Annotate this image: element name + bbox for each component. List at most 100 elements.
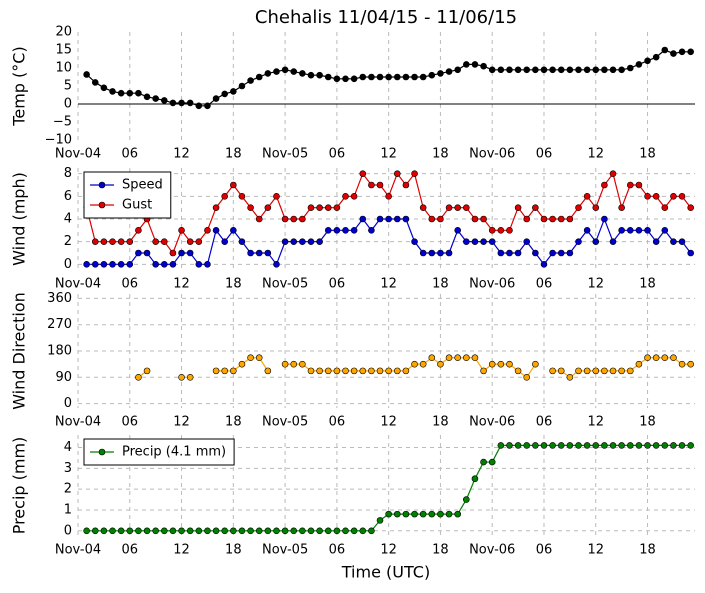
data-point <box>618 227 625 234</box>
data-point <box>91 261 99 268</box>
data-point <box>411 73 418 81</box>
data-point <box>368 227 375 234</box>
data-point <box>618 204 625 211</box>
y-tick-label: 15 <box>55 43 72 58</box>
data-point <box>324 227 332 234</box>
x-tick-label: Nov-04 <box>55 415 101 430</box>
data-point <box>652 442 660 449</box>
chart-title: Chehalis 11/04/15 - 11/06/15 <box>255 7 517 28</box>
data-point <box>428 510 436 518</box>
data-point <box>618 66 625 74</box>
data-point <box>445 68 453 75</box>
data-point <box>575 442 582 449</box>
data-point <box>100 261 108 268</box>
data-point <box>523 215 531 223</box>
data-point <box>178 227 185 234</box>
data-point <box>169 249 177 257</box>
data-point <box>135 227 142 234</box>
data-point <box>445 354 453 362</box>
data-point <box>592 442 600 449</box>
x-tick-label: 06 <box>122 415 139 430</box>
data-point <box>437 510 444 518</box>
x-tick-label: Nov-04 <box>55 147 101 162</box>
x-tick-label: 06 <box>329 415 346 430</box>
x-tick-label: 18 <box>225 147 242 162</box>
data-point <box>359 170 367 177</box>
data-point <box>506 249 513 257</box>
y-tick-label: 4 <box>64 440 72 455</box>
data-point <box>316 367 323 375</box>
data-point <box>601 181 608 189</box>
data-point <box>428 354 436 362</box>
data-point <box>290 68 298 75</box>
data-point <box>419 249 427 257</box>
data-point <box>281 215 289 223</box>
data-point <box>83 527 90 535</box>
data-point <box>160 261 168 268</box>
x-tick-label: Nov-05 <box>262 543 308 558</box>
data-point <box>152 95 159 102</box>
y-tick-label: 8 <box>64 166 72 181</box>
data-point <box>402 510 410 518</box>
data-point <box>212 367 220 375</box>
y-tick-label: 270 <box>47 317 72 332</box>
data-point <box>376 517 384 524</box>
data-point <box>480 215 487 223</box>
data-point <box>678 48 686 56</box>
x-tick-label: 06 <box>536 147 553 162</box>
x-tick-label: 12 <box>380 147 397 162</box>
data-point <box>359 73 367 81</box>
data-point <box>238 82 246 90</box>
y-tick-label: 0 <box>64 396 72 411</box>
data-point <box>583 227 591 234</box>
data-point <box>488 227 496 234</box>
data-point <box>488 238 496 245</box>
data-point <box>204 527 211 535</box>
data-point <box>540 261 548 268</box>
data-point <box>411 360 418 368</box>
data-point <box>83 71 90 78</box>
data-point <box>109 88 116 95</box>
x-tick-label: 18 <box>639 147 656 162</box>
data-point <box>117 238 125 245</box>
data-point <box>393 367 401 375</box>
data-point <box>100 238 108 245</box>
legend-box <box>83 171 172 219</box>
x-tick-label: 12 <box>380 543 397 558</box>
data-point <box>230 527 237 535</box>
data-point <box>143 93 151 101</box>
data-point <box>471 238 479 245</box>
data-point <box>644 193 651 200</box>
x-tick-label: 18 <box>639 277 656 292</box>
data-point <box>652 238 660 245</box>
legend-marker <box>98 201 106 209</box>
data-point <box>583 442 591 449</box>
data-point <box>385 510 392 518</box>
legend-label: Speed <box>122 178 163 193</box>
data-point <box>359 215 367 223</box>
data-point <box>557 367 565 375</box>
data-point <box>350 527 358 535</box>
data-point <box>419 360 427 368</box>
data-point <box>592 204 600 211</box>
data-point <box>557 66 565 74</box>
data-point <box>497 227 505 234</box>
data-point <box>100 84 108 92</box>
data-point <box>238 193 246 200</box>
data-point <box>402 367 410 375</box>
data-point <box>281 360 289 368</box>
data-point <box>678 238 686 245</box>
data-point <box>255 215 263 223</box>
data-point <box>195 261 203 268</box>
data-point <box>540 442 548 449</box>
data-point <box>117 527 125 535</box>
data-point <box>609 238 617 245</box>
x-tick-label: Nov-06 <box>469 543 515 558</box>
data-point <box>307 71 315 79</box>
x-tick-label: 06 <box>329 147 346 162</box>
data-point <box>299 238 306 245</box>
data-point <box>186 527 194 535</box>
y-tick-label: 90 <box>55 370 72 385</box>
data-point <box>152 527 159 535</box>
y-tick-label: 10 <box>55 61 72 76</box>
